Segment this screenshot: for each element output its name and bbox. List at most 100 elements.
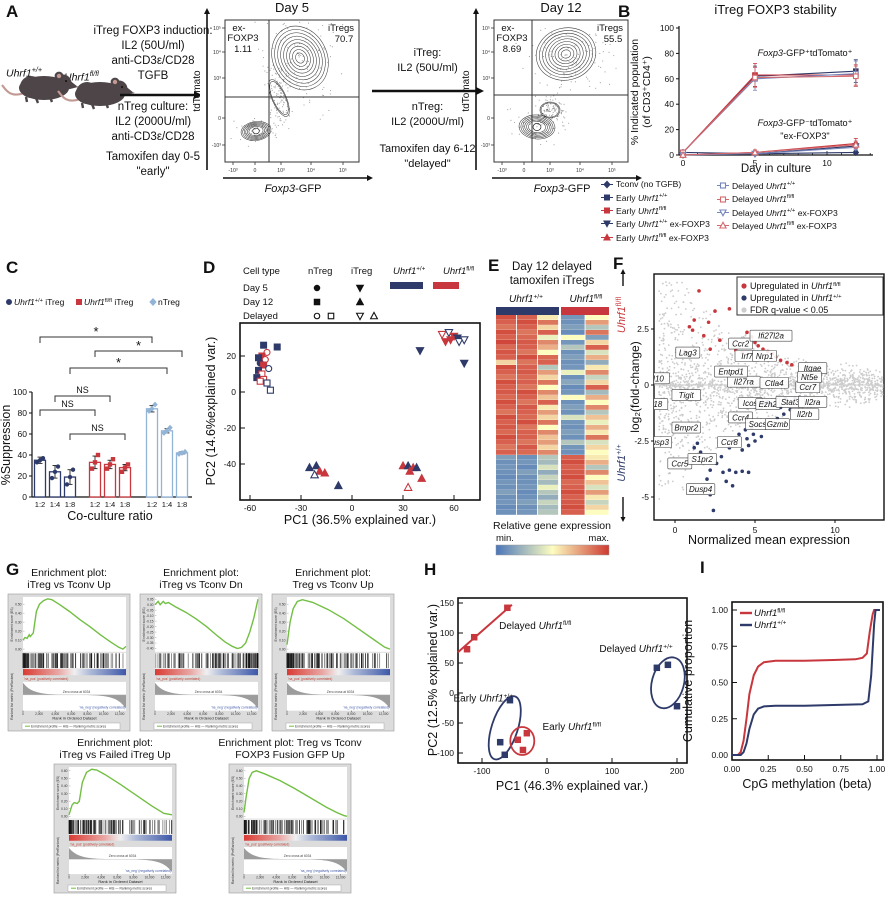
svg-text:nTreg: nTreg	[158, 297, 180, 307]
svg-text:200: 200	[670, 766, 684, 776]
svg-text:0: 0	[545, 766, 550, 776]
svg-text:1:2: 1:2	[90, 500, 101, 509]
svg-text:0.20: 0.20	[15, 629, 22, 633]
svg-text:Dusp3: Dusp3	[646, 438, 670, 447]
panel-label-i: I	[700, 558, 705, 577]
svg-text:'na_pos' (positively correlate: 'na_pos' (positively correlated)	[288, 677, 332, 681]
svg-text:10,000: 10,000	[99, 712, 109, 716]
svg-text:Enrichment score (ES): Enrichment score (ES)	[10, 607, 14, 641]
svg-text:6,000: 6,000	[331, 712, 339, 716]
svg-text:0.30: 0.30	[15, 620, 22, 624]
svg-text:Nrp1: Nrp1	[756, 352, 773, 361]
svg-text:Day 12: Day 12	[243, 297, 273, 308]
svg-text:*: *	[136, 338, 141, 353]
svg-text:PC2 (12.5% explained var.): PC2 (12.5% explained var.)	[426, 604, 440, 756]
svg-text:10⁵: 10⁵	[482, 26, 490, 32]
svg-text:%Suppression: %Suppression	[0, 405, 13, 486]
svg-text:Enrichment profile — Hits — Ra: Enrichment profile — Hits — Ranking metr…	[77, 887, 152, 891]
svg-text:ex-: ex-	[232, 23, 245, 34]
svg-text:0.10: 0.10	[279, 638, 286, 642]
svg-text:PC1 (36.5% explained var.): PC1 (36.5% explained var.)	[284, 513, 436, 527]
svg-text:FOXP3: FOXP3	[496, 33, 527, 44]
svg-text:2,000: 2,000	[35, 712, 43, 716]
svg-text:Early Uhrf1+/+: Early Uhrf1+/+	[454, 693, 514, 705]
svg-text:6,000: 6,000	[199, 712, 207, 716]
svg-text:Enrichment plot:: Enrichment plot:	[295, 567, 371, 579]
svg-text:Cell type: Cell type	[243, 266, 280, 277]
svg-text:'na_neg' (negatively correlate: 'na_neg' (negatively correlated)	[300, 869, 346, 873]
svg-text:4,000: 4,000	[183, 712, 191, 716]
legend-item: Delayed Uhrf1fl/fl	[716, 192, 838, 205]
svg-text:Ranked list metric (PreRanked): Ranked list metric (PreRanked)	[231, 837, 235, 884]
svg-text:10⁵: 10⁵	[608, 168, 616, 174]
svg-text:Rank in Ordered Dataset: Rank in Ordered Dataset	[273, 879, 318, 884]
svg-text:Il10: Il10	[651, 374, 664, 383]
legend-item: Delayed Uhrf1+/+ ex-FOXP3	[716, 206, 838, 219]
svg-text:Enrichment profile — Hits — Ra: Enrichment profile — Hits — Ranking metr…	[163, 725, 238, 729]
svg-text:0: 0	[644, 380, 649, 390]
svg-text:70.7: 70.7	[335, 34, 354, 45]
svg-text:-0.25: -0.25	[146, 630, 154, 634]
svg-text:-30: -30	[295, 503, 308, 513]
svg-text:4,000: 4,000	[272, 876, 280, 880]
svg-text:NS: NS	[91, 423, 104, 433]
svg-text:10⁴: 10⁴	[213, 50, 221, 56]
svg-text:Zero cross at 6034: Zero cross at 6034	[109, 854, 137, 858]
svg-text:1:8: 1:8	[65, 500, 76, 509]
svg-text:20: 20	[18, 471, 28, 481]
svg-text:8,000: 8,000	[347, 712, 355, 716]
svg-text:'na_pos' (positively correlate: 'na_pos' (positively correlated)	[24, 677, 68, 681]
svg-text:10³: 10³	[546, 168, 554, 174]
svg-text:(of CD3⁺CD4⁺): (of CD3⁺CD4⁺)	[641, 56, 653, 128]
svg-text:10,000: 10,000	[320, 876, 330, 880]
svg-text:Dusp4: Dusp4	[689, 485, 713, 494]
svg-text:Ranked list metric (PreRanked): Ranked list metric (PreRanked)	[274, 673, 278, 720]
svg-text:12,000: 12,000	[379, 712, 389, 716]
svg-text:Day 5: Day 5	[243, 283, 268, 294]
svg-text:80: 80	[665, 48, 675, 58]
svg-text:Enrichment profile — Hits — Ra: Enrichment profile — Hits — Ranking metr…	[295, 725, 370, 729]
svg-text:Enrichment profile — Hits — Ra: Enrichment profile — Hits — Ranking metr…	[31, 725, 106, 729]
svg-text:Zero cross at 6034: Zero cross at 6034	[195, 690, 223, 694]
svg-text:2.5: 2.5	[637, 324, 649, 334]
svg-text:'na_pos' (positively correlate: 'na_pos' (positively correlated)	[156, 677, 200, 681]
panel-label-a: A	[6, 2, 19, 21]
svg-text:Zero cross at 6034: Zero cross at 6034	[63, 690, 91, 694]
svg-text:Nt5e: Nt5e	[801, 373, 818, 382]
svg-text:ex-: ex-	[501, 23, 514, 34]
svg-text:Gzmb: Gzmb	[767, 420, 789, 429]
svg-text:-0.30: -0.30	[146, 636, 154, 640]
svg-text:0.40: 0.40	[61, 784, 68, 788]
svg-text:4,000: 4,000	[315, 712, 323, 716]
svg-text:-5: -5	[641, 492, 649, 502]
mid-ntreg-text: nTreg: IL2 (2000U/ml)	[391, 101, 464, 128]
svg-text:-2.5: -2.5	[634, 436, 649, 446]
svg-text:S1pr2: S1pr2	[692, 455, 714, 464]
svg-text:iTreg: iTreg	[351, 266, 372, 277]
svg-text:-10³: -10³	[481, 143, 490, 149]
svg-text:1.00: 1.00	[711, 605, 728, 615]
svg-text:2,000: 2,000	[256, 876, 264, 880]
svg-text:Rank in Ordered Dataset: Rank in Ordered Dataset	[52, 716, 97, 721]
svg-text:20: 20	[665, 125, 675, 135]
svg-text:0.25: 0.25	[711, 714, 728, 724]
svg-text:Foxp3-GFP⁻tdTomato⁺: Foxp3-GFP⁻tdTomato⁺	[758, 118, 853, 128]
svg-text:'na_neg' (negatively correlate: 'na_neg' (negatively correlated)	[343, 706, 389, 710]
svg-text:NS: NS	[61, 399, 74, 409]
svg-text:-100: -100	[473, 766, 490, 776]
svg-text:1:4: 1:4	[105, 500, 116, 509]
svg-text:Zero cross at 6034: Zero cross at 6034	[284, 854, 312, 858]
svg-text:Icos: Icos	[743, 399, 758, 408]
svg-text:0.20: 0.20	[61, 799, 68, 803]
svg-text:Enrichment plot: Treg vs Tconv: Enrichment plot: Treg vs Tconv	[218, 737, 362, 749]
svg-text:tamoxifen iTregs: tamoxifen iTregs	[510, 275, 595, 287]
svg-text:Il2ra: Il2ra	[805, 398, 821, 407]
svg-text:Uhrf1+/+: Uhrf1+/+	[754, 620, 787, 631]
svg-text:6,000: 6,000	[288, 876, 296, 880]
svg-text:5: 5	[753, 525, 758, 535]
svg-text:Ccr2: Ccr2	[732, 340, 749, 349]
svg-text:Uhrf1+/+: Uhrf1+/+	[393, 266, 426, 277]
